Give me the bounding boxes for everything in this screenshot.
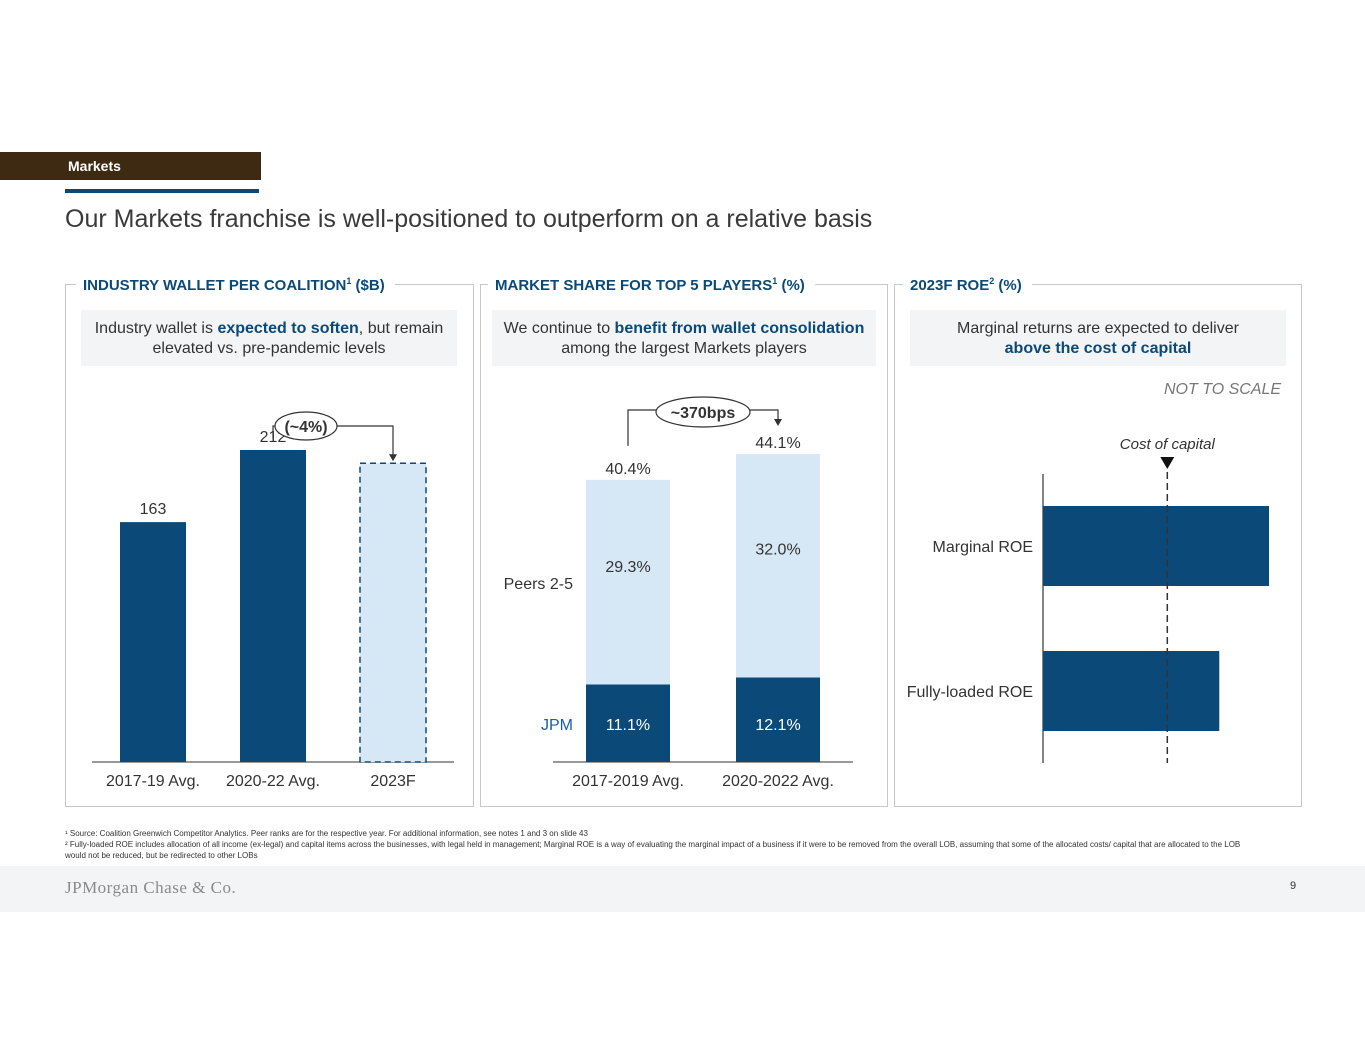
- change-bubble: [274, 411, 338, 441]
- footnote-1: ¹ Source: Coalition Greenwich Competitor…: [65, 829, 588, 838]
- market-share-chart: 11.1% 29.3% 40.4% 2017-2019 Avg. 12.1% 32.0% 4…: [504, 396, 853, 790]
- bar-segment-jpm: [736, 677, 820, 762]
- segment-label: 12.1%: [755, 717, 800, 734]
- bar: [1043, 651, 1220, 731]
- panel-roe: [894, 284, 1302, 807]
- category-label: Fully-loaded ROE: [907, 684, 1033, 701]
- tag-underline: [65, 189, 259, 193]
- segment-label: 11.1%: [606, 717, 650, 734]
- company-logo: JPMorgan Chase & Co.: [65, 878, 237, 897]
- change-bubble: [655, 396, 751, 428]
- roe-bar-chart: Marginal ROE Fully-loaded ROE Cost of capi…: [907, 436, 1269, 763]
- footnote-2: ² Fully-loaded ROE includes allocation o…: [65, 840, 1241, 860]
- category-label: 2020-22 Avg.: [226, 773, 320, 790]
- cost-of-capital-label: Cost of capital: [1120, 436, 1216, 453]
- segment-label: 29.3%: [605, 559, 650, 576]
- total-label: 40.4%: [605, 461, 650, 478]
- panel3-heading: 2023F ROE2 (%): [903, 276, 1032, 294]
- section-tag: Markets: [0, 152, 261, 180]
- footer-bar: [0, 866, 1365, 912]
- category-label: 2017-19 Avg.: [106, 773, 200, 790]
- category-label: Marginal ROE: [933, 539, 1033, 556]
- change-arrowhead: [774, 419, 782, 426]
- not-to-scale-note: NOT TO SCALE: [1164, 381, 1282, 398]
- change-annotation: ~370bps: [671, 405, 736, 422]
- bar: [1043, 506, 1269, 586]
- category-label: 2023F: [370, 773, 416, 790]
- legend-jpm: JPM: [541, 717, 573, 734]
- change-arrowhead: [389, 454, 397, 462]
- panel3-callout: Marginal returns are expected to deliver…: [910, 310, 1286, 366]
- bar-segment-peers: [586, 479, 670, 685]
- legend-peers: Peers 2-5: [504, 576, 573, 593]
- page-number: 9: [1290, 880, 1297, 892]
- total-label: 44.1%: [755, 435, 800, 452]
- bar-segment-peers: [736, 454, 820, 678]
- cost-of-capital-marker: [1160, 457, 1175, 469]
- panel1-callout: Industry wallet is expected to soften, b…: [81, 310, 457, 366]
- panel2-callout: We continue to benefit from wallet conso…: [492, 310, 876, 366]
- panel2-heading: MARKET SHARE FOR TOP 5 PLAYERS1 (%): [488, 276, 815, 294]
- bar: [120, 522, 186, 762]
- panel1-heading: INDUSTRY WALLET PER COALITION1 ($B): [76, 276, 395, 294]
- bar-segment-jpm: [586, 684, 670, 762]
- bar: [240, 450, 306, 762]
- segment-label: 32.0%: [755, 542, 800, 559]
- data-label: 163: [140, 501, 167, 518]
- change-annotation: (~4%): [284, 419, 327, 436]
- page-title: Our Markets franchise is well-positioned…: [65, 205, 873, 233]
- bar-forecast: [359, 462, 427, 763]
- category-label: 2020-2022 Avg.: [722, 773, 834, 790]
- category-label: 2017-2019 Avg.: [572, 773, 684, 790]
